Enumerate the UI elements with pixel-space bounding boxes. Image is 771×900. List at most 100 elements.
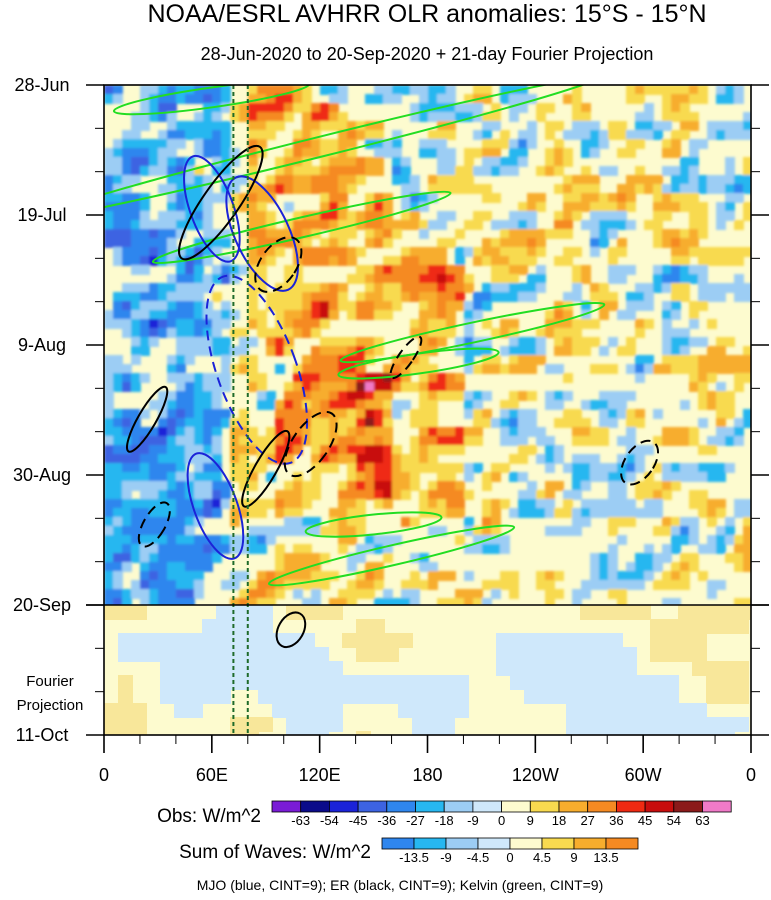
field-cell bbox=[599, 139, 609, 149]
field-cell bbox=[311, 175, 321, 185]
field-cell bbox=[419, 301, 429, 311]
field-cell bbox=[617, 121, 627, 131]
field-cell bbox=[329, 301, 339, 311]
field-cell bbox=[716, 580, 726, 590]
projection-cell bbox=[188, 689, 203, 704]
field-cell bbox=[590, 130, 600, 140]
field-cell bbox=[122, 382, 132, 392]
field-cell bbox=[491, 193, 501, 203]
field-cell bbox=[194, 436, 204, 446]
field-cell bbox=[428, 463, 438, 473]
field-cell bbox=[554, 481, 564, 491]
field-cell bbox=[338, 418, 348, 428]
field-cell bbox=[428, 409, 438, 419]
colorbar-tick-label: -9 bbox=[467, 813, 479, 828]
field-cell bbox=[446, 310, 456, 320]
field-cell bbox=[653, 364, 663, 374]
field-cell bbox=[500, 409, 510, 419]
projection-cell bbox=[734, 689, 749, 704]
projection-cell bbox=[272, 633, 287, 648]
projection-cell bbox=[412, 731, 427, 735]
field-cell bbox=[131, 463, 141, 473]
field-cell bbox=[239, 328, 249, 338]
field-cell bbox=[383, 265, 393, 275]
field-cell bbox=[167, 166, 177, 176]
field-cell bbox=[212, 508, 222, 518]
projection-cell bbox=[132, 647, 147, 662]
projection-cell bbox=[258, 717, 273, 732]
field-cell bbox=[599, 346, 609, 356]
field-cell bbox=[491, 157, 501, 167]
projection-cell bbox=[174, 647, 189, 662]
field-cell bbox=[194, 499, 204, 509]
field-cell bbox=[158, 535, 168, 545]
field-cell bbox=[662, 328, 672, 338]
field-cell bbox=[437, 571, 447, 581]
projection-cell bbox=[622, 731, 637, 735]
field-cell bbox=[725, 400, 735, 410]
field-cell bbox=[419, 580, 429, 590]
field-cell bbox=[419, 409, 429, 419]
field-cell bbox=[284, 112, 294, 122]
field-cell bbox=[536, 499, 546, 509]
field-cell bbox=[311, 598, 321, 608]
field-cell bbox=[680, 535, 690, 545]
field-cell bbox=[275, 562, 285, 572]
projection-cell bbox=[734, 619, 749, 634]
field-cell bbox=[167, 301, 177, 311]
field-cell bbox=[680, 517, 690, 527]
projection-cell bbox=[258, 605, 273, 620]
projection-cell bbox=[538, 661, 553, 676]
field-cell bbox=[527, 121, 537, 131]
field-cell bbox=[338, 112, 348, 122]
field-cell bbox=[698, 571, 708, 581]
field-cell bbox=[248, 544, 258, 554]
field-cell bbox=[140, 508, 150, 518]
field-cell bbox=[320, 337, 330, 347]
field-cell bbox=[266, 292, 276, 302]
field-cell bbox=[599, 310, 609, 320]
field-cell bbox=[590, 220, 600, 230]
field-cell bbox=[653, 193, 663, 203]
field-cell bbox=[212, 319, 222, 329]
field-cell bbox=[410, 571, 420, 581]
field-cell bbox=[113, 193, 123, 203]
field-cell bbox=[131, 355, 141, 365]
field-cell bbox=[347, 247, 357, 257]
field-cell bbox=[734, 508, 744, 518]
field-cell bbox=[284, 175, 294, 185]
field-cell bbox=[671, 247, 681, 257]
field-cell bbox=[221, 121, 231, 131]
field-cell bbox=[680, 436, 690, 446]
field-cell bbox=[527, 274, 537, 284]
field-cell bbox=[257, 247, 267, 257]
field-cell bbox=[734, 382, 744, 392]
field-cell bbox=[347, 589, 357, 599]
field-cell bbox=[311, 481, 321, 491]
field-cell bbox=[626, 427, 636, 437]
field-cell bbox=[194, 121, 204, 131]
field-cell bbox=[302, 121, 312, 131]
field-cell bbox=[365, 211, 375, 221]
field-cell bbox=[662, 193, 672, 203]
field-cell bbox=[473, 148, 483, 158]
projection-cell bbox=[650, 619, 665, 634]
field-cell bbox=[581, 175, 591, 185]
field-cell bbox=[320, 580, 330, 590]
field-cell bbox=[221, 409, 231, 419]
field-cell bbox=[338, 526, 348, 536]
field-cell bbox=[329, 94, 339, 104]
field-cell bbox=[446, 175, 456, 185]
field-cell bbox=[113, 535, 123, 545]
field-cell bbox=[176, 445, 186, 455]
field-cell bbox=[473, 184, 483, 194]
field-cell bbox=[455, 589, 465, 599]
field-cell bbox=[293, 319, 303, 329]
field-cell bbox=[734, 220, 744, 230]
projection-cell bbox=[706, 731, 721, 735]
field-cell bbox=[320, 247, 330, 257]
field-cell bbox=[545, 490, 555, 500]
field-cell bbox=[680, 292, 690, 302]
field-cell bbox=[500, 364, 510, 374]
field-cell bbox=[635, 490, 645, 500]
